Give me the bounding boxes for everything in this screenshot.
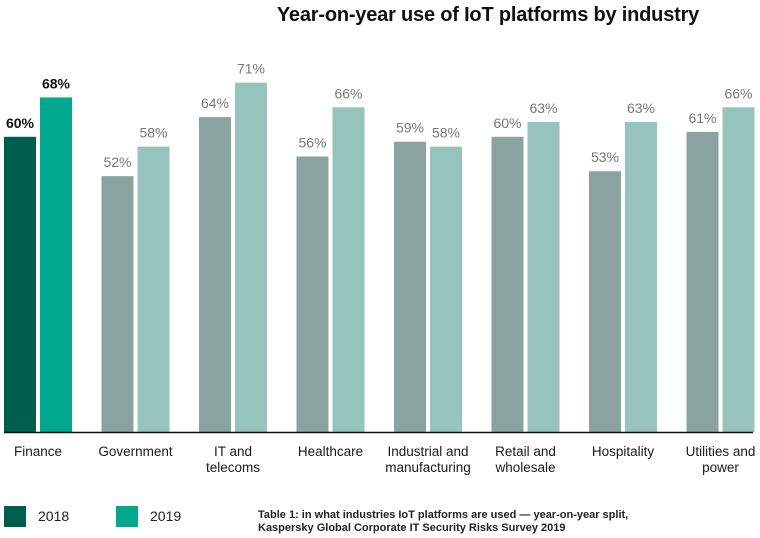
bar-2018-5 <box>491 136 524 433</box>
category-label-0: Finance <box>13 444 63 459</box>
value-label-2019-0: 68% <box>42 75 71 91</box>
bar-2018-4 <box>394 141 426 432</box>
category-label-7: Utilities and power <box>685 444 756 475</box>
value-label-2018-5: 60% <box>493 115 521 131</box>
value-label-2018-0: 60% <box>6 115 35 131</box>
value-label-2019-4: 58% <box>432 125 460 141</box>
value-label-2019-7: 66% <box>724 85 752 101</box>
bar-2019-3 <box>332 107 365 432</box>
bar-2018-3 <box>296 156 329 433</box>
bar-2019-5 <box>527 122 560 432</box>
bar-2018-1 <box>101 176 134 432</box>
chart-title: Year-on-year use of IoT platforms by ind… <box>276 4 700 26</box>
value-label-2018-3: 56% <box>298 134 326 150</box>
bar-2018-7 <box>686 131 719 432</box>
value-label-2018-2: 64% <box>201 95 229 111</box>
bar-2019-4 <box>430 146 462 432</box>
chart-caption: Table 1: in what industries IoT platform… <box>258 509 629 534</box>
category-label-3: Healthcare <box>297 444 364 459</box>
value-label-2018-6: 53% <box>591 149 619 165</box>
legend-label-2018: 2018 <box>38 508 70 524</box>
category-label-6: Hospitality <box>591 444 655 459</box>
bar-2019-6 <box>625 122 657 432</box>
bar-2019-1 <box>137 146 170 432</box>
bar-2019-7 <box>722 107 755 432</box>
value-label-2018-7: 61% <box>688 110 716 126</box>
legend-label-2019: 2019 <box>150 508 182 524</box>
bar-2018-6 <box>589 171 621 433</box>
category-label-5: Retail and wholesale <box>495 444 556 475</box>
value-label-2019-1: 58% <box>139 125 167 141</box>
category-label-4: Industrial and manufacturing <box>385 444 471 475</box>
legend-swatch-2019 <box>116 506 138 527</box>
bar-2019-2 <box>235 82 267 433</box>
category-label-2: IT and telecoms <box>205 444 261 475</box>
value-label-2019-6: 63% <box>627 100 655 116</box>
value-label-2018-1: 52% <box>103 154 131 170</box>
bar-2018-0 <box>4 136 36 433</box>
value-label-2019-3: 66% <box>334 85 362 101</box>
value-label-2018-4: 59% <box>396 120 424 136</box>
bar-2018-2 <box>199 117 231 433</box>
value-label-2019-5: 63% <box>529 100 557 116</box>
bar-2019-0 <box>40 97 72 432</box>
legend-swatch-2018 <box>4 506 26 527</box>
category-label-1: Government <box>98 444 173 459</box>
value-label-2019-2: 71% <box>237 61 265 77</box>
